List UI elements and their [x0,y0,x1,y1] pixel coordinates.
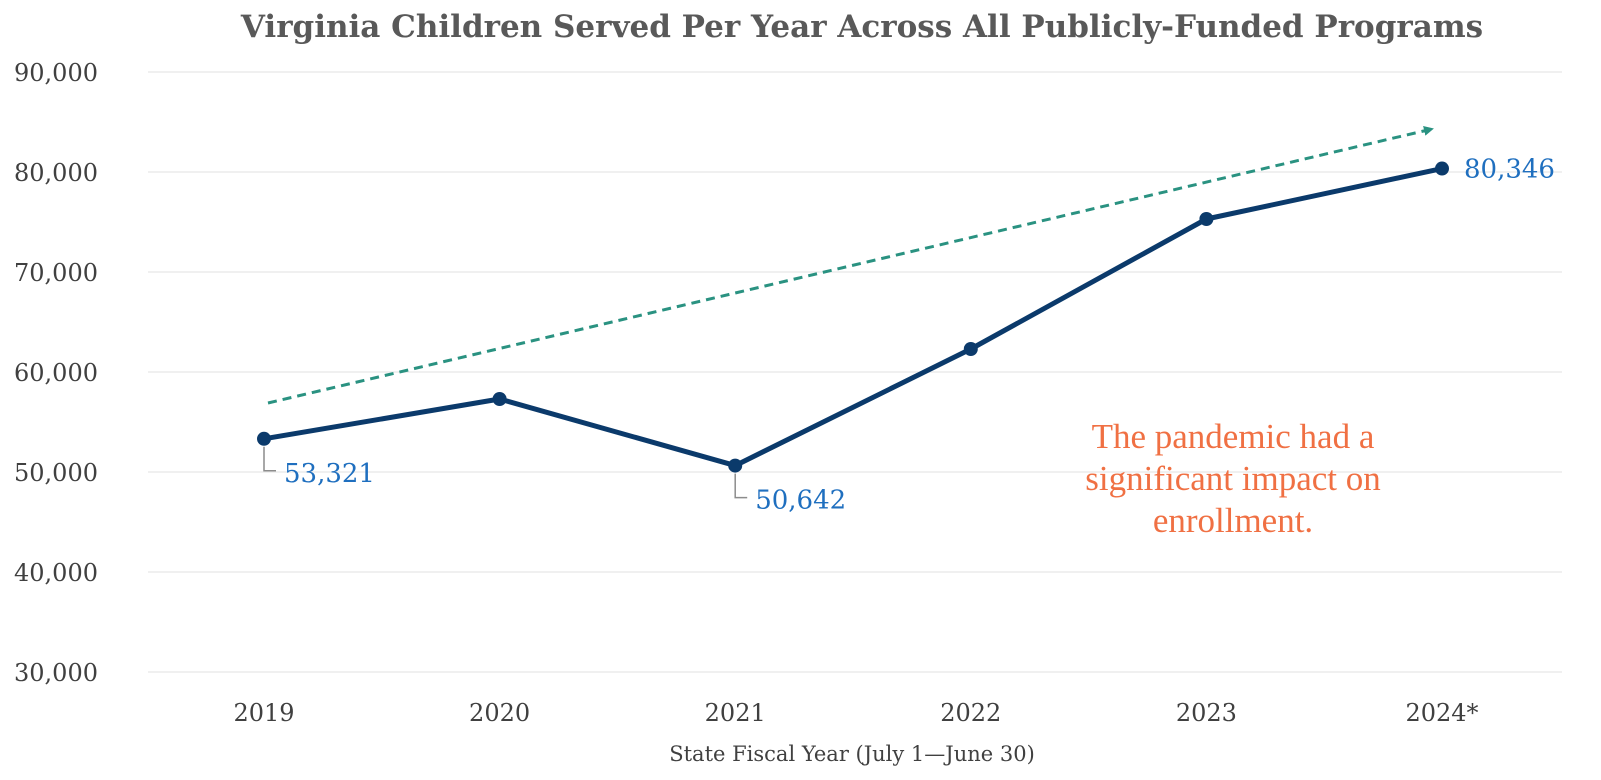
x-tick-label: 2022 [940,699,1001,727]
y-tick-label: 90,000 [14,59,98,87]
gridlines [148,71,1562,673]
x-axis-ticks: 2019 2020 2021 2022 2023 2024* [233,699,1478,727]
annotation-line: significant impact on [1085,459,1380,498]
leader-line [263,446,276,472]
pandemic-annotation: The pandemic had a significant impact on e… [1085,417,1380,540]
y-tick-label: 50,000 [14,459,98,487]
y-tick-label: 60,000 [14,359,98,387]
x-tick-label: 2023 [1176,699,1237,727]
y-axis-ticks: 30,000 40,000 50,000 60,000 70,000 80,000 90,0… [14,59,98,687]
data-point [728,458,743,473]
series-group [257,161,1449,473]
x-axis-title: State Fiscal Year (July 1—June 30) [669,742,1035,766]
annotation-line: The pandemic had a [1092,417,1375,456]
chart-title: Virginia Children Served Per Year Across… [240,9,1483,45]
trend-arrow [267,125,1434,405]
x-tick-label: 2020 [469,699,530,727]
annotation-line: enrollment. [1153,501,1313,540]
data-point [1199,212,1214,226]
series-line [263,166,1443,469]
y-tick-label: 70,000 [14,259,98,287]
y-tick-label: 30,000 [14,659,98,687]
x-tick-label: 2021 [705,699,766,727]
x-tick-label: 2024* [1405,699,1478,727]
y-tick-label: 40,000 [14,559,98,587]
data-label: 53,321 [284,459,375,489]
trend-arrow-group [267,125,1434,405]
data-point [1435,161,1449,176]
leader-line [734,473,748,499]
x-tick-label: 2019 [233,699,294,727]
data-label: 50,642 [755,486,846,516]
data-labels: 53,321 50,642 80,346 [263,155,1555,516]
y-tick-label: 80,000 [14,159,98,187]
data-point [963,342,978,356]
data-label: 80,346 [1464,155,1555,185]
data-point [492,392,507,406]
data-point [257,431,271,446]
